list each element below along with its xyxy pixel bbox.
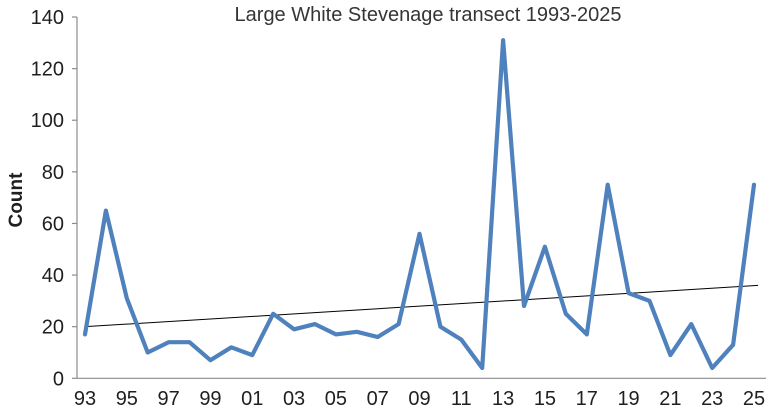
x-tick-label: 15 xyxy=(534,388,556,410)
y-tick-label: 120 xyxy=(31,59,64,81)
x-tick-label: 03 xyxy=(283,388,305,410)
x-tick-label: 95 xyxy=(116,388,138,410)
x-tick-label: 09 xyxy=(408,388,430,410)
x-tick-label: 11 xyxy=(451,388,472,410)
chart-title: Large White Stevenage transect 1993-2025 xyxy=(234,4,622,26)
x-tick-label: 07 xyxy=(367,388,389,410)
x-tick-label: 17 xyxy=(576,388,598,410)
y-tick-label: 100 xyxy=(31,110,64,132)
x-tick-label: 93 xyxy=(74,388,96,410)
y-tick-label: 20 xyxy=(42,317,64,339)
y-tick-label: 60 xyxy=(42,213,64,235)
x-tick-label: 05 xyxy=(325,388,347,410)
y-tick-label: 80 xyxy=(42,162,64,184)
x-tick-label: 21 xyxy=(659,388,681,410)
x-tick-label: 99 xyxy=(199,388,221,410)
x-tick-label: 01 xyxy=(241,388,263,410)
y-tick-label: 40 xyxy=(42,265,64,287)
x-tick-label: 19 xyxy=(617,388,639,410)
x-tick-label: 97 xyxy=(158,388,180,410)
y-tick-label: 140 xyxy=(31,7,64,29)
x-tick-label: 25 xyxy=(743,388,765,410)
y-tick-label: 0 xyxy=(53,368,64,390)
x-tick-label: 13 xyxy=(492,388,514,410)
data-series-line xyxy=(82,38,757,371)
trend-line xyxy=(84,284,759,328)
x-tick-label: 23 xyxy=(701,388,723,410)
